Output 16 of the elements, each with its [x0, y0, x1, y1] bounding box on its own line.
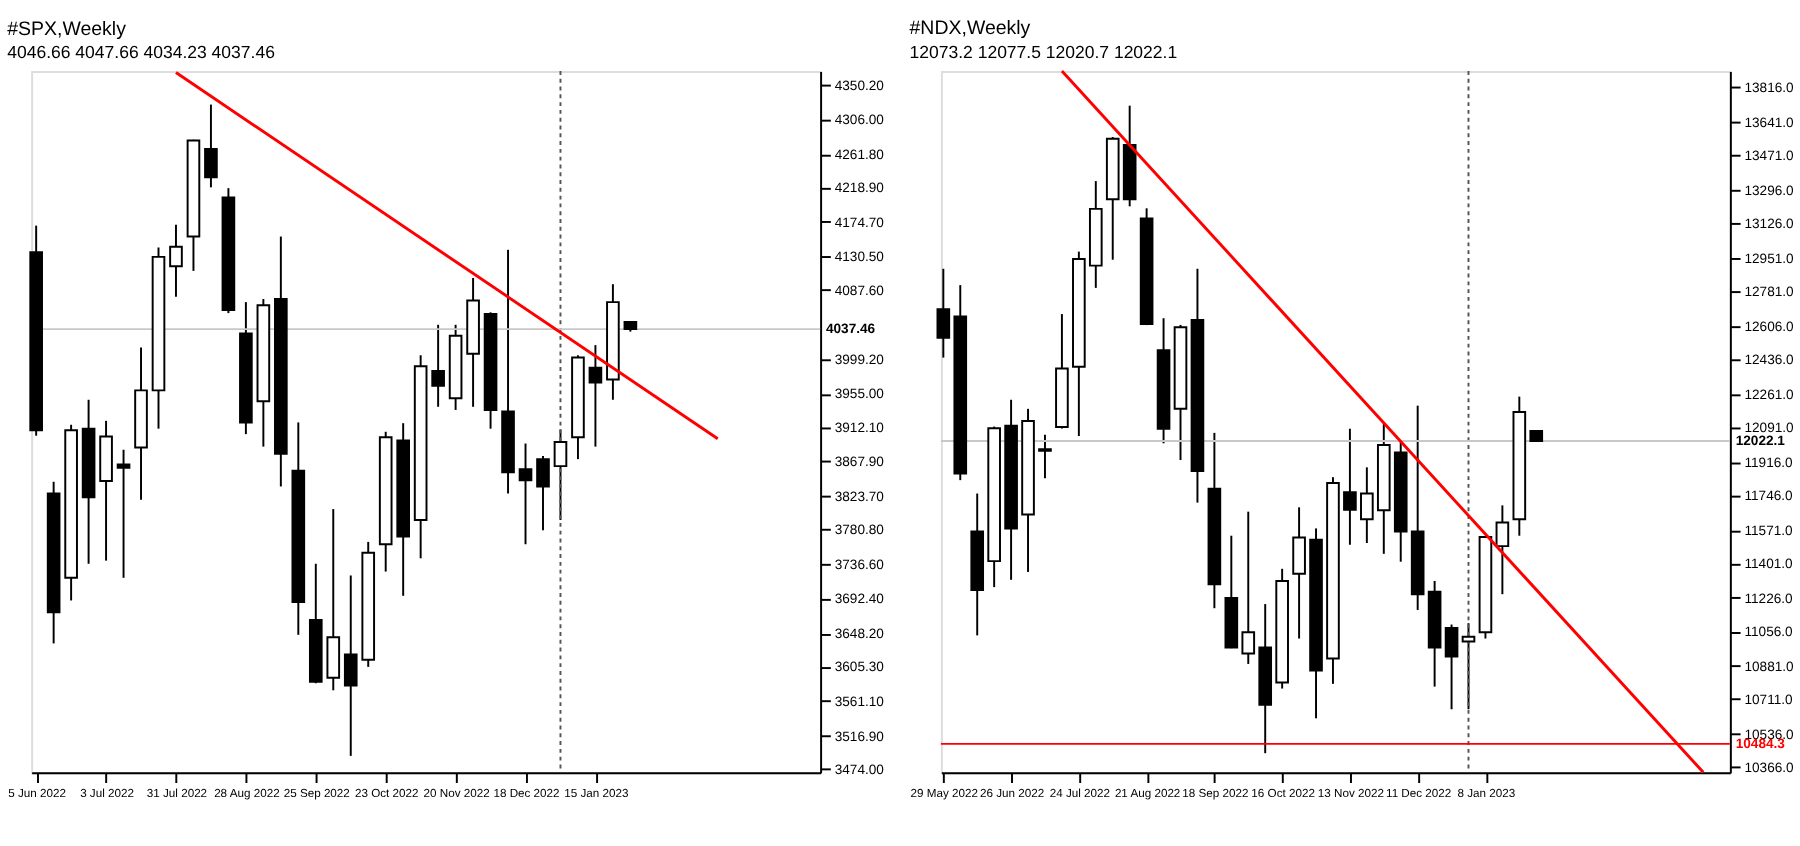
- candlestick: [1444, 623, 1459, 711]
- chart-subtitle: 12073.2 12077.5 12020.7 12022.1: [909, 41, 1178, 62]
- candlestick: [1461, 622, 1476, 711]
- candlestick: [536, 455, 550, 532]
- candlestick: [169, 223, 183, 298]
- candlestick: [431, 323, 445, 408]
- chart-title: #NDX,Weekly: [909, 18, 1031, 41]
- candlestick: [116, 448, 131, 579]
- candlestick: [1495, 504, 1510, 596]
- candlestick: [553, 428, 568, 522]
- candlestick: [99, 419, 113, 562]
- candlestick: [204, 103, 218, 189]
- chart-subtitle: 4046.66 4047.66 4034.23 4037.46: [7, 42, 276, 63]
- chart-title: #SPX,Weekly: [7, 18, 127, 41]
- candlestick: [588, 344, 603, 448]
- candlestick: [518, 442, 533, 546]
